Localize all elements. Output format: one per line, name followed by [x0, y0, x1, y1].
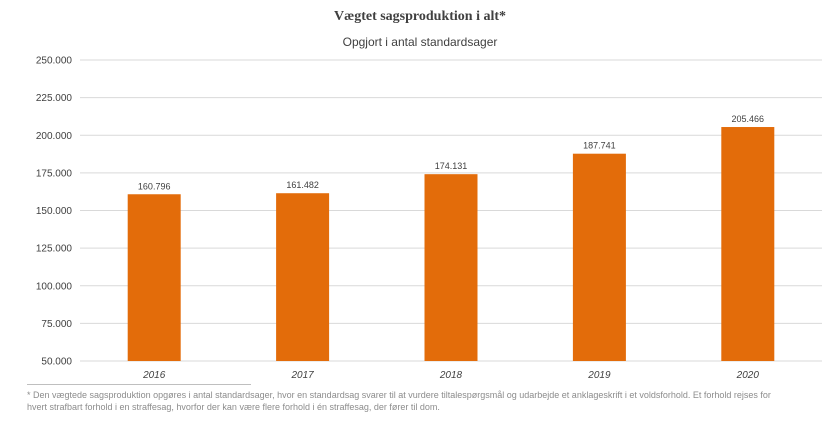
data-label: 187.741	[583, 141, 616, 151]
x-tick-label: 2019	[587, 370, 611, 381]
x-tick-label: 2016	[142, 370, 166, 381]
y-tick-label: 75.000	[41, 319, 72, 330]
y-tick-label: 200.000	[36, 131, 73, 142]
x-tick-label: 2017	[290, 370, 314, 381]
bar	[572, 153, 626, 361]
x-tick-label: 2020	[736, 370, 760, 381]
bar	[721, 127, 775, 361]
data-label: 205.466	[732, 114, 765, 124]
footnote-divider	[27, 384, 251, 385]
data-label: 160.796	[138, 181, 171, 191]
data-label: 161.482	[286, 180, 319, 190]
y-tick-label: 175.000	[36, 168, 73, 179]
chart-title: Vægtet sagsproduktion i alt*	[333, 9, 507, 24]
chart-subtitle: Opgjort i antal standardsager	[342, 35, 498, 49]
x-tick-label: 2018	[439, 370, 463, 381]
y-tick-label: 250.000	[36, 56, 73, 67]
y-tick-label: 125.000	[36, 244, 73, 255]
y-tick-label: 100.000	[36, 281, 73, 292]
bar	[424, 174, 478, 361]
data-label: 174.131	[435, 161, 468, 171]
y-tick-label: 225.000	[36, 93, 73, 104]
bar	[276, 193, 330, 361]
y-tick-label: 50.000	[41, 357, 72, 368]
y-tick-label: 150.000	[36, 206, 73, 217]
bar-chart: 50.000 75.000 100.000 125.000 150.000 175.000…	[36, 56, 822, 381]
footnote: * Den vægtede sagsproduktion opgøres i a…	[27, 390, 771, 412]
bar	[127, 194, 181, 361]
